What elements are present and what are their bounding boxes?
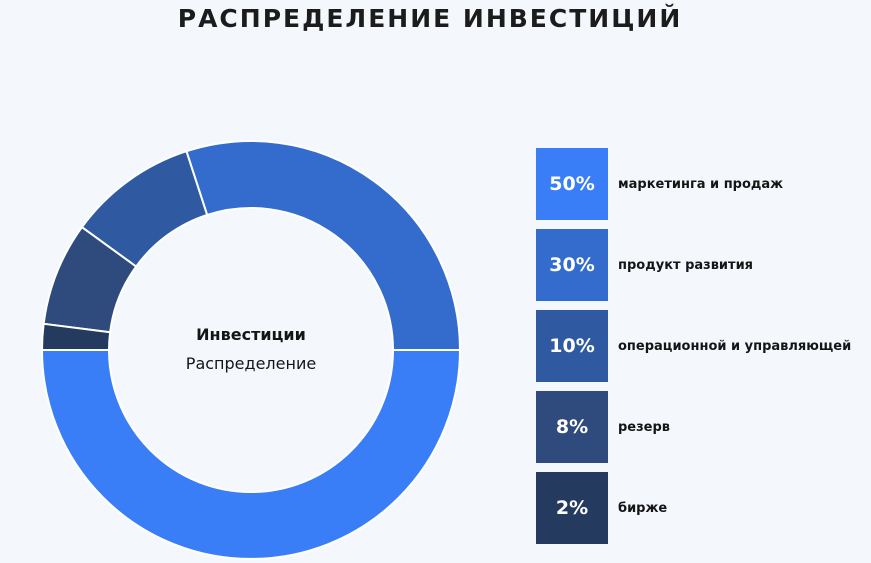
- legend-percent-badge: 10%: [536, 310, 608, 382]
- center-title: Инвестиции: [196, 325, 306, 344]
- chart-title: РАСПРЕДЕЛЕНИЕ ИНВЕСТИЦИЙ: [177, 4, 683, 33]
- legend-label: резерв: [618, 419, 671, 435]
- legend-label: бирже: [618, 500, 668, 516]
- legend-item: 30% продукт развития: [536, 229, 866, 301]
- legend-item: 2% бирже: [536, 472, 866, 544]
- donut-slice-5: [40, 322, 112, 351]
- donut-slices: [40, 140, 462, 560]
- legend-label: продукт развития: [618, 257, 754, 273]
- legend-item: 50% маркетинга и продаж: [536, 148, 866, 220]
- legend-percent-badge: 30%: [536, 229, 608, 301]
- legend-label: маркетинга и продаж: [618, 176, 784, 192]
- legend-item: 10% операционной и управляющей: [536, 310, 866, 382]
- legend-percent-badge: 50%: [536, 148, 608, 220]
- chart-legend: 50% маркетинга и продаж 30% продукт развити…: [536, 148, 866, 553]
- donut-slice-1: [40, 349, 462, 560]
- donut-slice-2: [185, 140, 462, 351]
- legend-label: операционной и управляющей: [618, 338, 852, 354]
- legend-percent-badge: 2%: [536, 472, 608, 544]
- legend-item: 8% резерв: [536, 391, 866, 463]
- donut-chart: Инвестиции Распределение: [40, 140, 462, 560]
- center-subtitle: Распределение: [186, 354, 316, 373]
- legend-percent-badge: 8%: [536, 391, 608, 463]
